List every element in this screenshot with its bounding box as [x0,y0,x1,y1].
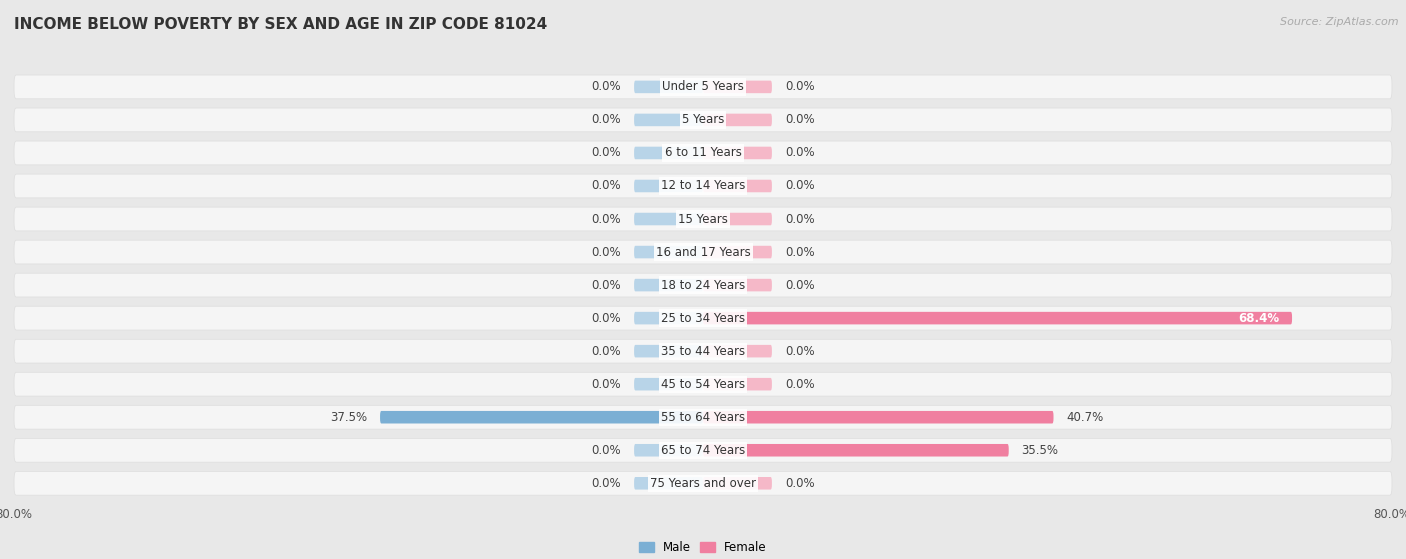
FancyBboxPatch shape [634,279,703,291]
Text: 0.0%: 0.0% [785,477,814,490]
FancyBboxPatch shape [703,345,772,357]
Text: 0.0%: 0.0% [592,378,621,391]
FancyBboxPatch shape [703,80,772,93]
FancyBboxPatch shape [703,146,772,159]
FancyBboxPatch shape [14,141,1392,165]
Text: 0.0%: 0.0% [785,245,814,259]
Text: 35 to 44 Years: 35 to 44 Years [661,345,745,358]
FancyBboxPatch shape [14,306,1392,330]
Text: 0.0%: 0.0% [592,212,621,225]
Text: 0.0%: 0.0% [592,477,621,490]
FancyBboxPatch shape [703,113,772,126]
FancyBboxPatch shape [703,213,772,225]
FancyBboxPatch shape [14,372,1392,396]
Text: 18 to 24 Years: 18 to 24 Years [661,278,745,292]
Text: Source: ZipAtlas.com: Source: ZipAtlas.com [1281,17,1399,27]
FancyBboxPatch shape [14,207,1392,231]
Text: 0.0%: 0.0% [785,378,814,391]
FancyBboxPatch shape [634,477,703,490]
FancyBboxPatch shape [703,378,772,391]
Text: 55 to 64 Years: 55 to 64 Years [661,411,745,424]
Text: 0.0%: 0.0% [785,212,814,225]
FancyBboxPatch shape [634,345,703,357]
Text: 0.0%: 0.0% [785,113,814,126]
Legend: Male, Female: Male, Female [640,541,766,554]
Text: 0.0%: 0.0% [592,80,621,93]
FancyBboxPatch shape [14,438,1392,462]
Text: 0.0%: 0.0% [592,245,621,259]
Text: 0.0%: 0.0% [592,311,621,325]
Text: 0.0%: 0.0% [592,345,621,358]
Text: 16 and 17 Years: 16 and 17 Years [655,245,751,259]
FancyBboxPatch shape [703,279,772,291]
Text: 0.0%: 0.0% [592,146,621,159]
FancyBboxPatch shape [634,180,703,192]
Text: 0.0%: 0.0% [785,345,814,358]
FancyBboxPatch shape [703,444,1008,457]
FancyBboxPatch shape [14,75,1392,99]
FancyBboxPatch shape [634,80,703,93]
FancyBboxPatch shape [14,339,1392,363]
Text: 25 to 34 Years: 25 to 34 Years [661,311,745,325]
Text: 0.0%: 0.0% [785,179,814,192]
Text: 6 to 11 Years: 6 to 11 Years [665,146,741,159]
Text: 0.0%: 0.0% [592,179,621,192]
Text: 37.5%: 37.5% [330,411,367,424]
Text: INCOME BELOW POVERTY BY SEX AND AGE IN ZIP CODE 81024: INCOME BELOW POVERTY BY SEX AND AGE IN Z… [14,17,547,32]
FancyBboxPatch shape [703,246,772,258]
Text: 0.0%: 0.0% [785,278,814,292]
FancyBboxPatch shape [14,174,1392,198]
FancyBboxPatch shape [703,477,772,490]
FancyBboxPatch shape [703,312,1292,324]
Text: 5 Years: 5 Years [682,113,724,126]
FancyBboxPatch shape [703,180,772,192]
FancyBboxPatch shape [634,312,703,324]
Text: 40.7%: 40.7% [1066,411,1104,424]
FancyBboxPatch shape [703,411,1053,424]
FancyBboxPatch shape [634,378,703,391]
FancyBboxPatch shape [634,444,703,457]
FancyBboxPatch shape [380,411,703,424]
Text: 68.4%: 68.4% [1239,311,1279,325]
Text: 65 to 74 Years: 65 to 74 Years [661,444,745,457]
Text: 12 to 14 Years: 12 to 14 Years [661,179,745,192]
Text: 0.0%: 0.0% [785,146,814,159]
Text: 0.0%: 0.0% [592,278,621,292]
FancyBboxPatch shape [14,471,1392,495]
FancyBboxPatch shape [14,240,1392,264]
FancyBboxPatch shape [14,108,1392,132]
FancyBboxPatch shape [634,246,703,258]
FancyBboxPatch shape [634,213,703,225]
FancyBboxPatch shape [14,405,1392,429]
Text: 45 to 54 Years: 45 to 54 Years [661,378,745,391]
Text: 0.0%: 0.0% [785,80,814,93]
FancyBboxPatch shape [634,113,703,126]
Text: 15 Years: 15 Years [678,212,728,225]
FancyBboxPatch shape [634,146,703,159]
Text: 35.5%: 35.5% [1022,444,1059,457]
Text: 0.0%: 0.0% [592,113,621,126]
Text: 75 Years and over: 75 Years and over [650,477,756,490]
Text: 0.0%: 0.0% [592,444,621,457]
FancyBboxPatch shape [14,273,1392,297]
Text: Under 5 Years: Under 5 Years [662,80,744,93]
